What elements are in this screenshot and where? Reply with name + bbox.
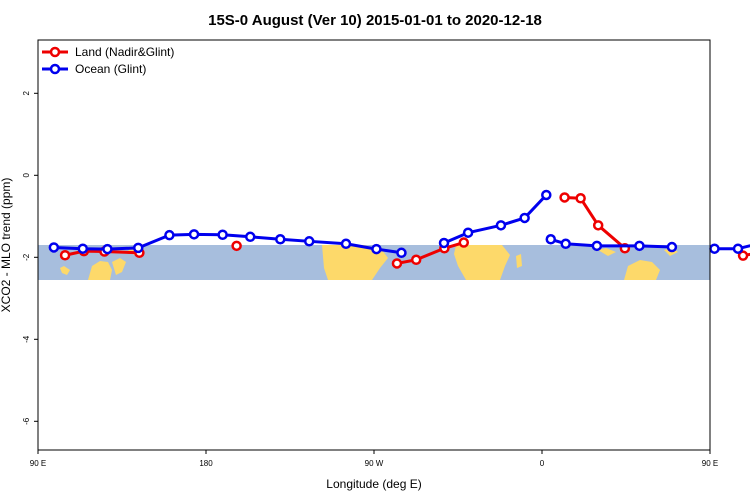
data-point-ocean: [519, 212, 530, 224]
data-point-ocean: [709, 243, 720, 254]
data-point-ocean: [275, 234, 286, 245]
data-point-ocean: [541, 189, 552, 201]
x-tick-label: 180: [199, 459, 213, 468]
series-ocean: [48, 189, 750, 259]
land-madagascar: [516, 254, 522, 268]
data-point-land: [575, 193, 586, 204]
land-masses: [60, 245, 678, 280]
data-point-ocean: [303, 236, 315, 247]
x-tick-label: 90 E: [702, 459, 718, 468]
land-australia-r: [624, 260, 660, 280]
data-point-land: [410, 254, 422, 266]
data-point-ocean: [217, 229, 228, 240]
data-point-ocean: [545, 234, 557, 245]
data-point-land: [59, 250, 71, 261]
x-tick-label: 90 E: [30, 459, 46, 468]
data-point-ocean: [732, 243, 744, 254]
data-point-land: [231, 240, 242, 252]
y-tick-label: 0: [22, 173, 31, 178]
plot-area: [37, 39, 750, 451]
data-point-ocean: [244, 231, 256, 243]
series-line-ocean: [443, 193, 548, 245]
legend-entry-land: Land (Nadir&Glint): [42, 45, 174, 59]
land-australia-west: [88, 261, 112, 280]
data-point-ocean: [495, 220, 507, 231]
data-point-ocean: [438, 237, 450, 249]
series-line-ocean: [714, 244, 750, 251]
series-line-land: [396, 241, 465, 265]
land-australia-east: [112, 258, 126, 275]
data-point-land: [592, 220, 604, 231]
land-southeast-asia: [60, 266, 70, 275]
data-point-ocean: [462, 227, 474, 238]
y-tick-label: -4: [22, 335, 31, 343]
x-axis-label: Longitude (deg E): [326, 477, 421, 491]
data-point-ocean: [188, 229, 200, 240]
data-point-ocean: [77, 243, 89, 254]
data-point-ocean: [666, 241, 678, 253]
legend-label-ocean: Ocean (Glint): [75, 62, 146, 76]
y-axis: 2 0 -2 -4 -6: [22, 91, 38, 425]
legend: Land (Nadir&Glint) Ocean (Glint): [42, 45, 174, 76]
data-point-ocean: [48, 242, 60, 253]
legend-marker-ocean: [49, 63, 61, 75]
data-point-ocean: [164, 229, 175, 241]
chart-title: 15S-0 August (Ver 10) 2015-01-01 to 2020…: [208, 12, 542, 29]
legend-entry-ocean: Ocean (Glint): [42, 62, 146, 76]
land-africa: [454, 245, 510, 280]
legend-marker-land: [49, 46, 61, 58]
data-point-ocean: [132, 242, 144, 254]
data-point-land: [391, 258, 403, 269]
data-point-ocean: [396, 247, 407, 259]
data-point-land: [737, 250, 749, 261]
data-point-ocean: [560, 238, 571, 250]
land-south-america: [322, 245, 388, 280]
x-tick-label: 90 W: [365, 459, 384, 468]
land-indonesia-r: [598, 248, 616, 256]
data-point-ocean: [371, 243, 382, 255]
y-axis-label: XCO2 - MLO trend (ppm): [0, 178, 13, 313]
series-layer: [48, 189, 750, 269]
y-tick-label: -2: [22, 253, 31, 261]
data-point-land: [559, 192, 570, 203]
y-tick-label: 2: [22, 91, 31, 96]
data-point-ocean: [591, 240, 603, 252]
y-tick-label: -6: [22, 417, 31, 425]
data-point-land: [458, 237, 470, 248]
series-line-land: [564, 195, 626, 250]
legend-label-land: Land (Nadir&Glint): [75, 45, 174, 59]
data-point-ocean: [102, 243, 113, 255]
series-line-land: [64, 249, 140, 257]
data-point-ocean: [340, 238, 352, 250]
data-point-ocean: [634, 240, 645, 252]
x-tick-label: 0: [540, 459, 545, 468]
